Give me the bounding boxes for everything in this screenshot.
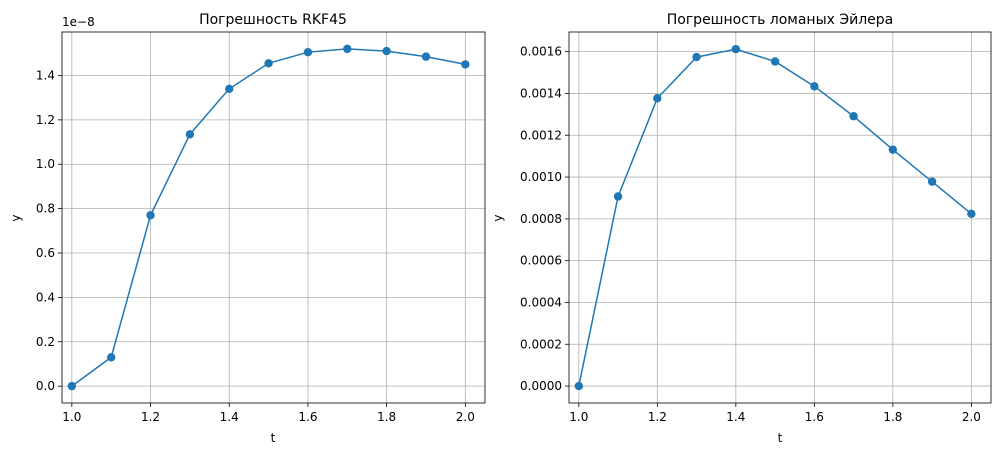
- series: [574, 44, 976, 391]
- y-tick-label: 1.0: [36, 157, 55, 171]
- y-tick-label: 0.8: [36, 202, 55, 216]
- y-tick-label: 1.4: [36, 68, 55, 82]
- x-tick-label: 1.0: [569, 410, 588, 424]
- data-point: [146, 211, 155, 220]
- y-tick-label: 0.0008: [520, 212, 562, 226]
- y-tick-label: 0.4: [36, 290, 55, 304]
- x-axis-label: t: [271, 431, 276, 445]
- data-point: [849, 112, 858, 121]
- axes: 1.0 1.2 1.4 1.6 1.8 2.0 0.0000 0.0002 0.0004 0.00…: [520, 31, 992, 424]
- x-tick-label: 1.8: [883, 410, 902, 424]
- data-point: [303, 47, 313, 57]
- y-tick-label: 0.0016: [520, 45, 562, 59]
- y-axis-label: y: [491, 214, 505, 221]
- data-point: [343, 44, 352, 54]
- grid: [569, 32, 991, 403]
- data-point: [225, 84, 234, 94]
- data-point: [731, 44, 741, 54]
- y-tick-label: 0.0006: [520, 254, 562, 268]
- y-tick-label: 0.0002: [520, 337, 562, 351]
- x-tick-label: 1.4: [726, 410, 745, 424]
- series: [67, 44, 470, 391]
- y-axis-label: y: [9, 214, 23, 221]
- y-tick-label: 0.0000: [520, 379, 562, 393]
- data-point: [264, 59, 273, 68]
- rkf45-error-chart: Погрешность RKF45 1e−8 t y 1.0 1.2 1.4 1.6 1…: [9, 12, 486, 445]
- data-point: [927, 177, 937, 186]
- x-tick-label: 1.2: [648, 410, 667, 424]
- data-point: [888, 145, 898, 154]
- x-tick-label: 1.6: [298, 410, 317, 424]
- y-tick-label: 0.0: [36, 379, 55, 393]
- data-point: [653, 94, 662, 103]
- x-tick-label: 1.6: [805, 410, 824, 424]
- y-tick-label: 0.0014: [520, 86, 562, 100]
- x-tick-label: 1.0: [62, 410, 81, 424]
- x-tick-label: 2.0: [456, 410, 475, 424]
- x-axis-label: t: [778, 431, 783, 445]
- x-tick-label: 1.4: [220, 410, 239, 424]
- chart-title: Погрешность RKF45: [199, 12, 347, 28]
- data-point: [967, 209, 976, 219]
- data-point: [613, 192, 623, 201]
- x-tick-label: 2.0: [962, 410, 981, 424]
- y-tick-label: 0.2: [36, 335, 55, 349]
- y-offset-label: 1e−8: [62, 15, 95, 29]
- data-point: [382, 46, 391, 56]
- y-tick-label: 1.2: [36, 113, 55, 127]
- data-point: [106, 353, 116, 362]
- plot-frame: [568, 31, 992, 404]
- data-point: [67, 381, 77, 391]
- data-point: [574, 381, 584, 391]
- euler-error-chart: Погрешность ломаных Эйлера t y 1.0 1.2 1.4…: [491, 12, 992, 445]
- axes: 1.0 1.2 1.4 1.6 1.8 2.0 0.0 0.2 0.4 0.6 0.8 1.0 1.2 1…: [36, 31, 486, 424]
- chart-title: Погрешность ломаных Эйлера: [667, 12, 894, 28]
- y-tick-label: 0.0010: [520, 170, 562, 184]
- data-point: [185, 130, 195, 139]
- data-point: [421, 52, 431, 61]
- grid: [62, 32, 485, 403]
- y-tick-label: 0.0012: [520, 128, 562, 142]
- data-point: [692, 52, 701, 62]
- data-point: [770, 57, 780, 66]
- x-tick-label: 1.2: [141, 410, 160, 424]
- plot-frame: [61, 31, 486, 404]
- data-point: [810, 82, 819, 91]
- x-tick-label: 1.8: [377, 410, 396, 424]
- y-tick-label: 0.0004: [520, 295, 562, 309]
- data-point: [461, 60, 470, 69]
- y-tick-label: 0.6: [36, 246, 55, 260]
